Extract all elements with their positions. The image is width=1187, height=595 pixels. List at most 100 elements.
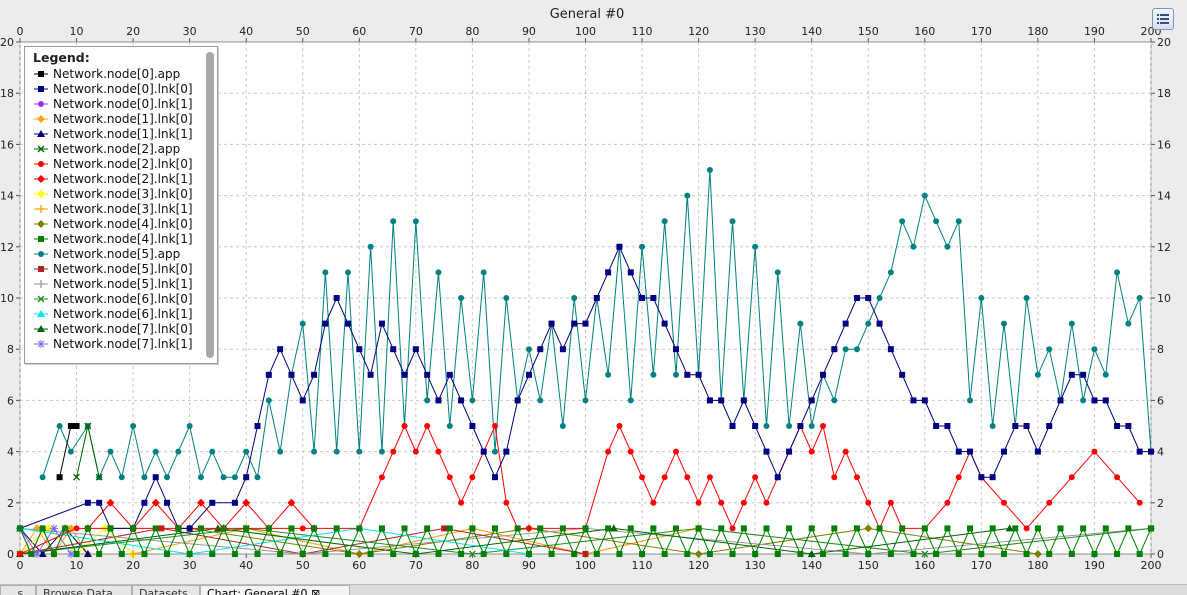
data-point (56, 423, 63, 429)
x-tick-label-top: 60 (352, 25, 366, 38)
x-tick-label-top: 20 (126, 25, 140, 38)
data-point (390, 448, 397, 455)
data-point (333, 525, 340, 532)
y-tick-label: 20 (0, 36, 14, 49)
legend-label: Network.node[5].app (53, 246, 181, 261)
data-point (853, 525, 860, 532)
chart-options-button[interactable] (1152, 8, 1174, 30)
data-point (378, 448, 385, 455)
data-point (73, 473, 81, 481)
data-point (367, 551, 374, 557)
data-point (650, 499, 657, 506)
data-point (639, 474, 646, 481)
data-point (356, 448, 363, 455)
data-point (164, 551, 171, 557)
legend-swatch-marker (38, 160, 44, 167)
data-point (831, 525, 838, 532)
y-tick-label: 6 (7, 394, 14, 407)
data-point (605, 525, 612, 532)
data-point (492, 448, 499, 455)
data-point (299, 525, 306, 532)
data-point (989, 423, 996, 429)
data-point (412, 346, 419, 353)
y-tick-label-right: 20 (1157, 36, 1171, 49)
data-point (1091, 551, 1098, 557)
data-point (548, 551, 555, 557)
data-point (277, 551, 284, 557)
tab-datasets[interactable]: Datasets (132, 585, 200, 595)
data-point (356, 346, 363, 353)
data-point (469, 423, 476, 429)
data-point (616, 423, 623, 429)
series-line (42, 169, 1152, 479)
data-point (559, 525, 566, 532)
data-point (1034, 448, 1041, 455)
legend-item: Network.node[6].lnk[1] (33, 306, 193, 321)
data-point (503, 499, 510, 506)
data-point (887, 269, 894, 276)
data-point (1046, 346, 1053, 353)
data-point (786, 448, 793, 455)
series-11 (17, 525, 1154, 557)
data-point (28, 551, 35, 557)
data-point (367, 371, 374, 378)
legend-title: Legend: (33, 50, 90, 65)
data-point (831, 397, 838, 404)
data-point (684, 192, 691, 199)
data-point (1091, 448, 1098, 455)
legend-swatch-icon (34, 324, 48, 332)
data-point (955, 551, 962, 557)
data-point (774, 474, 781, 481)
legend-scrollbar[interactable] (206, 52, 214, 358)
data-point (1080, 397, 1087, 404)
data-point (853, 474, 860, 481)
data-point (299, 397, 306, 404)
data-point (627, 397, 634, 404)
legend-label: Network.node[0].lnk[1] (53, 96, 193, 111)
data-point (967, 525, 974, 532)
data-point (1068, 320, 1075, 327)
y-tick-label-right: 0 (1157, 548, 1164, 561)
data-point (1114, 474, 1121, 481)
data-point (446, 371, 453, 378)
data-point (944, 525, 951, 532)
data-point (1000, 448, 1007, 455)
data-point (933, 551, 940, 557)
data-point (609, 524, 618, 532)
data-point (1012, 525, 1019, 532)
data-point (38, 550, 47, 557)
tab-previous[interactable]: ...s (0, 585, 36, 595)
y-tick-label: 4 (7, 446, 14, 459)
legend-swatch-marker (37, 189, 45, 198)
y-tick-label: 16 (0, 138, 14, 151)
tab-chart-general[interactable]: Chart: General #0 ⊠ (200, 585, 350, 595)
data-point (605, 448, 612, 455)
data-point (424, 423, 431, 429)
legend-label: Network.node[4].lnk[1] (53, 231, 193, 246)
legend-item: Network.node[4].lnk[1] (33, 231, 193, 246)
data-point (921, 192, 928, 199)
data-point (435, 397, 442, 404)
x-tick-label: 180 (1027, 559, 1048, 572)
data-point (1068, 551, 1075, 557)
data-point (797, 423, 804, 429)
legend-scrollbar-thumb[interactable] (206, 52, 214, 358)
data-point (718, 397, 725, 404)
series-5 (73, 422, 103, 481)
x-tick-label: 170 (971, 559, 992, 572)
data-point (17, 525, 23, 532)
legend-item: Network.node[5].lnk[0] (33, 261, 193, 276)
data-point (955, 218, 962, 225)
legend-swatch-icon (34, 250, 48, 257)
data-point (706, 474, 713, 481)
legend-item: Network.node[4].lnk[0] (33, 216, 193, 231)
data-point (1136, 295, 1143, 301)
data-point (559, 423, 566, 429)
data-point (887, 346, 894, 353)
series-line (19, 527, 89, 555)
tab-browse-data[interactable]: Browse Data (36, 585, 132, 595)
data-point (899, 218, 906, 225)
data-point (311, 525, 318, 532)
data-point (378, 525, 385, 532)
data-point (243, 525, 250, 532)
